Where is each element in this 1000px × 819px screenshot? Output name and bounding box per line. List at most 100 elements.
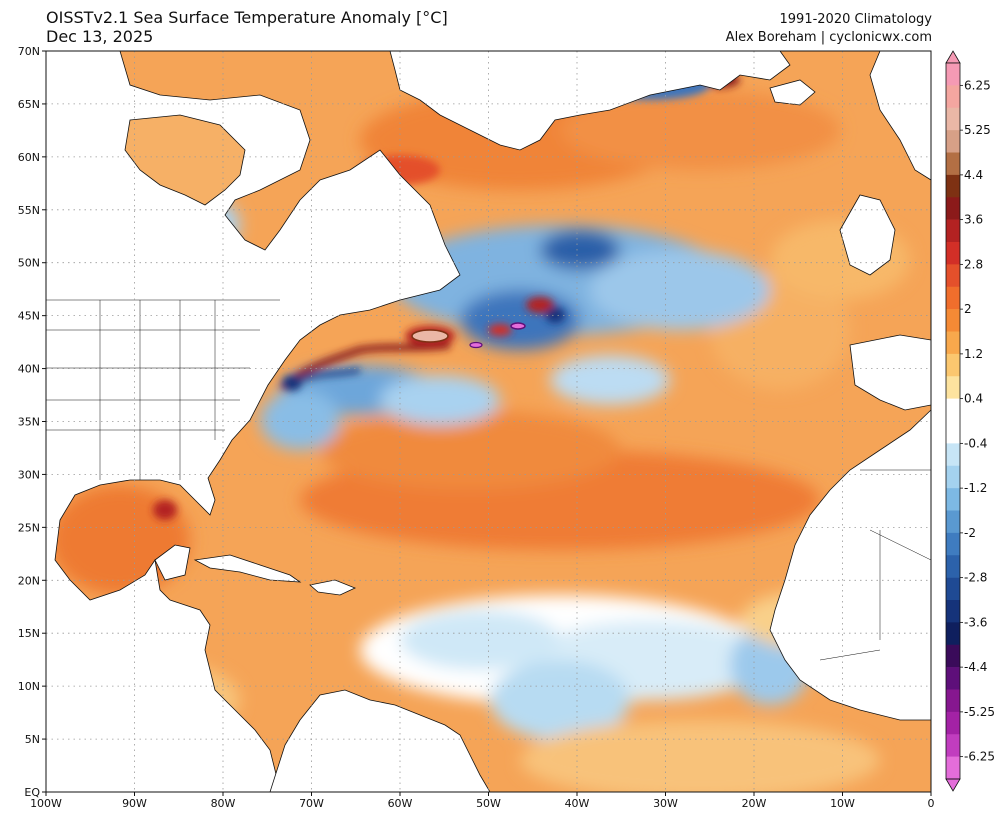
lat-label: 55N <box>18 204 40 217</box>
hispaniola-island <box>309 579 357 596</box>
lat-label: 65N <box>18 98 40 111</box>
lat-label: 35N <box>18 416 40 429</box>
colorbar-label: 0.4 <box>964 392 983 406</box>
hudson-bay <box>124 114 246 206</box>
map-credit: 1991-2020 Climatology Alex Boreham | cyc… <box>726 11 932 47</box>
colorbar-frame <box>945 62 961 780</box>
colorbar-swatch <box>946 219 960 243</box>
europe-land <box>869 51 931 181</box>
climatology-label: 1991-2020 Climatology <box>779 12 932 27</box>
lat-label: EQ <box>24 786 40 799</box>
lat-label: 5N <box>25 733 40 746</box>
colorbar-label: 3.6 <box>964 213 983 227</box>
lat-label: 45N <box>18 310 40 323</box>
colorbar-swatch <box>946 689 960 713</box>
title-line-1: OISSTv2.1 Sea Surface Temperature Anomal… <box>46 8 448 27</box>
yucatan <box>154 544 191 581</box>
lon-label: 80W <box>211 797 236 810</box>
colorbar-swatch <box>946 85 960 109</box>
colorbar-swatch <box>946 644 960 668</box>
colorbar-label: 4.4 <box>964 168 983 182</box>
colorbar-swatch <box>946 152 960 176</box>
lon-label: 40W <box>565 797 590 810</box>
colorbar-label: -1.2 <box>964 481 987 495</box>
colorbar-swatch <box>946 577 960 601</box>
colorbar-swatch <box>946 443 960 467</box>
colorbar-swatch <box>946 711 960 735</box>
title-date: Dec 13, 2025 <box>46 27 154 46</box>
colorbar-swatch <box>946 667 960 690</box>
lon-label: 70W <box>299 797 324 810</box>
colorbar-swatch <box>946 331 960 355</box>
south-america-land <box>269 689 491 792</box>
colorbar-swatch <box>946 510 960 534</box>
greenland-land <box>389 51 791 151</box>
colorbar-label: -6.25 <box>964 750 995 764</box>
lat-label: 25N <box>18 521 40 534</box>
colorbar-label: 1.2 <box>964 347 983 361</box>
lat-label: 70N <box>18 45 40 58</box>
colorbar-swatch <box>946 130 960 153</box>
colorbar-swatch <box>946 309 960 332</box>
colorbar-swatch <box>946 286 960 310</box>
iberia-land <box>849 334 931 411</box>
colorbar-label: -5.25 <box>964 705 995 719</box>
colorbar-swatch <box>946 532 960 556</box>
colorbar-swatch <box>946 555 960 578</box>
lat-label: 20N <box>18 574 40 587</box>
colorbar-label: 2 <box>964 302 972 316</box>
longitude-axis: 100W 90W 80W 70W 60W 50W 40W 30W 20W 10W 0 <box>30 792 935 810</box>
colorbar-min-arrow <box>945 778 961 792</box>
colorbar-swatch <box>946 734 960 757</box>
colorbar-swatch <box>946 264 960 288</box>
lat-label: 15N <box>18 627 40 640</box>
colorbar: 6.25 5.25 4.4 3.6 2.8 2 1.2 0.4 -0.4 -1.2 -2 -2.8 -3… <box>945 50 995 792</box>
colorbar-swatch <box>946 421 960 444</box>
colorbar-max-arrow <box>945 50 961 64</box>
lat-label: 60N <box>18 151 40 164</box>
author-credit: Alex Boreham | cyclonicwx.com <box>725 30 932 45</box>
lon-label: 20W <box>742 797 767 810</box>
colorbar-label: -2 <box>964 526 976 540</box>
british-isles <box>839 194 896 276</box>
colorbar-swatch <box>946 622 960 646</box>
lon-label: 50W <box>476 797 501 810</box>
colorbar-swatch <box>946 465 960 489</box>
colorbar-label: 5.25 <box>964 123 991 137</box>
colorbar-label: 6.25 <box>964 78 991 92</box>
colorbar-swatch <box>946 242 960 265</box>
north-america-land <box>46 51 461 792</box>
colorbar-label: -0.4 <box>964 436 987 450</box>
colorbar-swatch <box>946 197 960 220</box>
graticule <box>46 51 931 792</box>
map-title: OISSTv2.1 Sea Surface Temperature Anomal… <box>46 8 448 46</box>
warm-eddy-core <box>411 329 449 343</box>
lat-label: 10N <box>18 680 40 693</box>
map-plot-area <box>46 51 931 792</box>
colorbar-label: -4.4 <box>964 660 987 674</box>
lat-label: 50N <box>18 257 40 270</box>
cuba-island <box>193 554 302 583</box>
lat-label: 30N <box>18 468 40 481</box>
colorbar-swatch <box>946 376 960 399</box>
africa-land <box>769 409 931 721</box>
colorbar-label: -2.8 <box>964 571 987 585</box>
colorbar-label: 2.8 <box>964 257 983 271</box>
colorbar-swatch <box>946 398 960 422</box>
colorbar-swatch <box>946 756 960 780</box>
colorbar-swatch <box>946 63 960 86</box>
iceland-island <box>769 79 816 106</box>
lon-label: 30W <box>653 797 678 810</box>
cold-eddy-core-2 <box>469 341 483 349</box>
colorbar-swatch <box>946 353 960 377</box>
colorbar-swatch <box>946 600 960 623</box>
lon-label: 60W <box>388 797 413 810</box>
lon-label: 100W <box>30 797 62 810</box>
cold-eddy-core <box>510 322 526 330</box>
colorbar-swatch <box>946 174 960 198</box>
lon-label: 0 <box>928 797 935 810</box>
land-masses <box>46 51 931 792</box>
colorbar-label: -3.6 <box>964 615 987 629</box>
colorbar-swatch <box>946 107 960 131</box>
